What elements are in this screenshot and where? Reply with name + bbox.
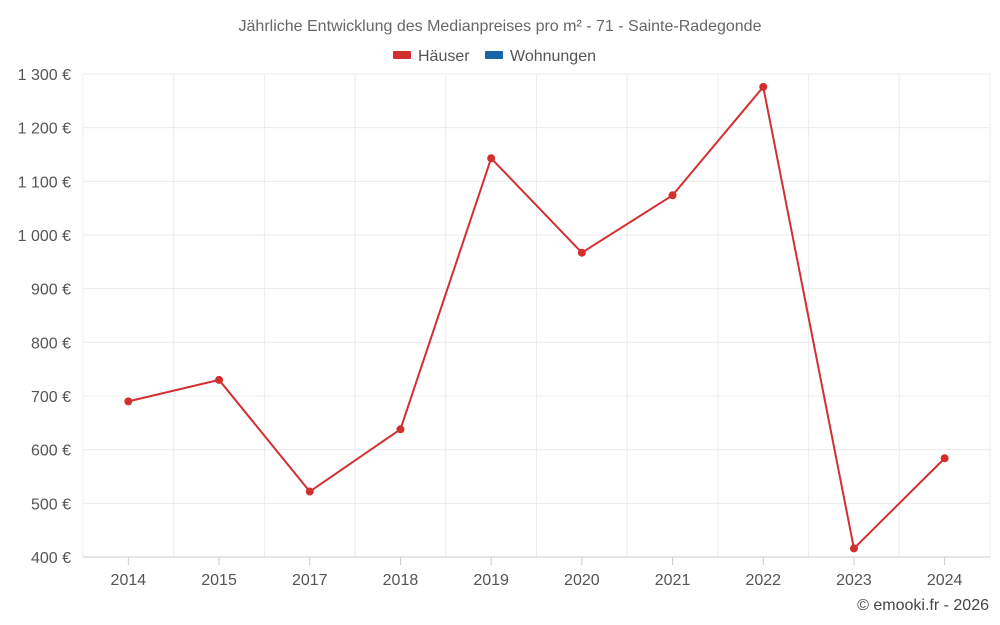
x-tick-label-8: 2023 <box>836 572 872 589</box>
series-lines <box>128 85 946 550</box>
y-tick-label-8: 1 200 € <box>18 121 71 138</box>
y-tick-label-1: 500 € <box>31 496 71 513</box>
y-axis-labels: 400 € 500 € 600 € 700 € 800 € 900 € 1 000 € 1 1… <box>18 67 71 567</box>
x-tick-label-0: 2014 <box>111 572 147 589</box>
data-point-0-8[interactable] <box>849 544 858 553</box>
x-gridlines <box>82 74 991 557</box>
data-point-0-1[interactable] <box>215 375 224 384</box>
x-axis-ticks <box>127 557 946 565</box>
x-axis-labels: 2014 2015 2017 2018 2019 2020 2021 2022 2023 2024 <box>111 572 963 589</box>
data-point-0-2[interactable] <box>305 487 314 496</box>
x-tick-label-5: 2020 <box>564 572 600 589</box>
y-tick-label-6: 1 000 € <box>18 228 71 245</box>
y-tick-label-7: 1 100 € <box>18 174 71 191</box>
x-tick-label-2: 2017 <box>292 572 328 589</box>
data-point-0-3[interactable] <box>396 425 405 434</box>
series-points <box>124 82 949 553</box>
legend: Häuser Wohnungen <box>393 48 596 65</box>
x-tick-label-9: 2024 <box>927 572 963 589</box>
legend-item-haeuser[interactable]: Häuser <box>393 48 470 65</box>
y-tick-label-2: 600 € <box>31 443 71 460</box>
y-tick-label-0: 400 € <box>31 550 71 567</box>
chart-title: Jährliche Entwicklung des Medianpreises … <box>239 18 762 35</box>
data-point-0-7[interactable] <box>759 82 768 91</box>
y-tick-label-9: 1 300 € <box>18 67 71 84</box>
data-point-0-6[interactable] <box>668 191 677 200</box>
x-tick-label-1: 2015 <box>201 572 237 589</box>
y-tick-label-3: 700 € <box>31 389 71 406</box>
x-tick-label-7: 2022 <box>745 572 781 589</box>
legend-swatch-haeuser <box>393 51 411 59</box>
legend-label-haeuser: Häuser <box>418 48 470 65</box>
data-point-0-4[interactable] <box>487 154 496 163</box>
data-point-0-5[interactable] <box>577 248 586 257</box>
x-tick-label-4: 2019 <box>473 572 509 589</box>
series-line-0 <box>128 85 946 550</box>
data-point-0-9[interactable] <box>940 454 949 463</box>
x-tick-label-3: 2018 <box>383 572 419 589</box>
y-tick-label-5: 900 € <box>31 282 71 299</box>
x-tick-label-6: 2021 <box>655 572 691 589</box>
y-tick-label-4: 800 € <box>31 335 71 352</box>
legend-item-wohnungen[interactable]: Wohnungen <box>485 48 596 65</box>
legend-swatch-wohnungen <box>485 51 503 59</box>
credit-text: © emooki.fr - 2026 <box>857 597 989 614</box>
legend-label-wohnungen: Wohnungen <box>510 48 596 65</box>
data-point-0-0[interactable] <box>124 397 133 406</box>
